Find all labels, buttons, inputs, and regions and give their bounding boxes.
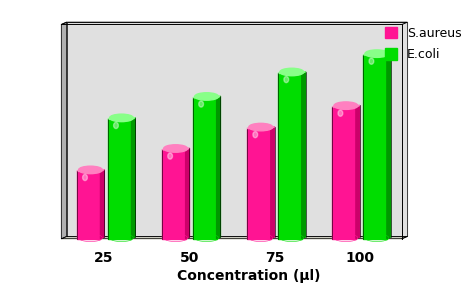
Polygon shape: [108, 118, 135, 119]
Polygon shape: [363, 53, 391, 55]
Legend: S.aureus, E.coli: S.aureus, E.coli: [380, 21, 467, 66]
Text: 50: 50: [180, 251, 199, 265]
Polygon shape: [162, 148, 190, 150]
Ellipse shape: [199, 101, 203, 107]
Polygon shape: [332, 107, 356, 239]
Ellipse shape: [79, 166, 102, 174]
Polygon shape: [278, 72, 306, 73]
Polygon shape: [193, 98, 217, 239]
Ellipse shape: [253, 132, 258, 138]
Polygon shape: [247, 127, 275, 129]
Polygon shape: [278, 73, 302, 239]
Polygon shape: [61, 237, 407, 239]
Ellipse shape: [334, 102, 358, 110]
Ellipse shape: [280, 68, 304, 76]
Ellipse shape: [365, 50, 389, 58]
Polygon shape: [108, 119, 131, 239]
Polygon shape: [302, 72, 306, 239]
Polygon shape: [356, 105, 360, 239]
Polygon shape: [185, 148, 190, 239]
Polygon shape: [332, 105, 360, 107]
Ellipse shape: [284, 76, 289, 83]
Polygon shape: [67, 22, 407, 237]
Polygon shape: [100, 170, 105, 239]
Polygon shape: [61, 22, 67, 239]
Polygon shape: [247, 129, 271, 239]
Text: Concentration (μl): Concentration (μl): [177, 269, 321, 283]
Polygon shape: [77, 170, 105, 171]
Polygon shape: [162, 150, 185, 239]
Ellipse shape: [168, 153, 173, 159]
Polygon shape: [193, 96, 220, 98]
Text: 75: 75: [265, 251, 284, 265]
Text: 100: 100: [345, 251, 374, 265]
Ellipse shape: [83, 174, 88, 181]
Polygon shape: [217, 96, 220, 239]
Text: 25: 25: [94, 251, 114, 265]
Ellipse shape: [249, 123, 272, 131]
Polygon shape: [271, 127, 275, 239]
Polygon shape: [363, 55, 387, 239]
Ellipse shape: [195, 93, 219, 100]
Polygon shape: [387, 53, 391, 239]
Ellipse shape: [369, 58, 374, 64]
Ellipse shape: [338, 110, 343, 116]
Polygon shape: [131, 118, 135, 239]
Ellipse shape: [164, 145, 187, 152]
Polygon shape: [77, 171, 100, 239]
Ellipse shape: [110, 114, 133, 122]
Ellipse shape: [114, 122, 118, 129]
